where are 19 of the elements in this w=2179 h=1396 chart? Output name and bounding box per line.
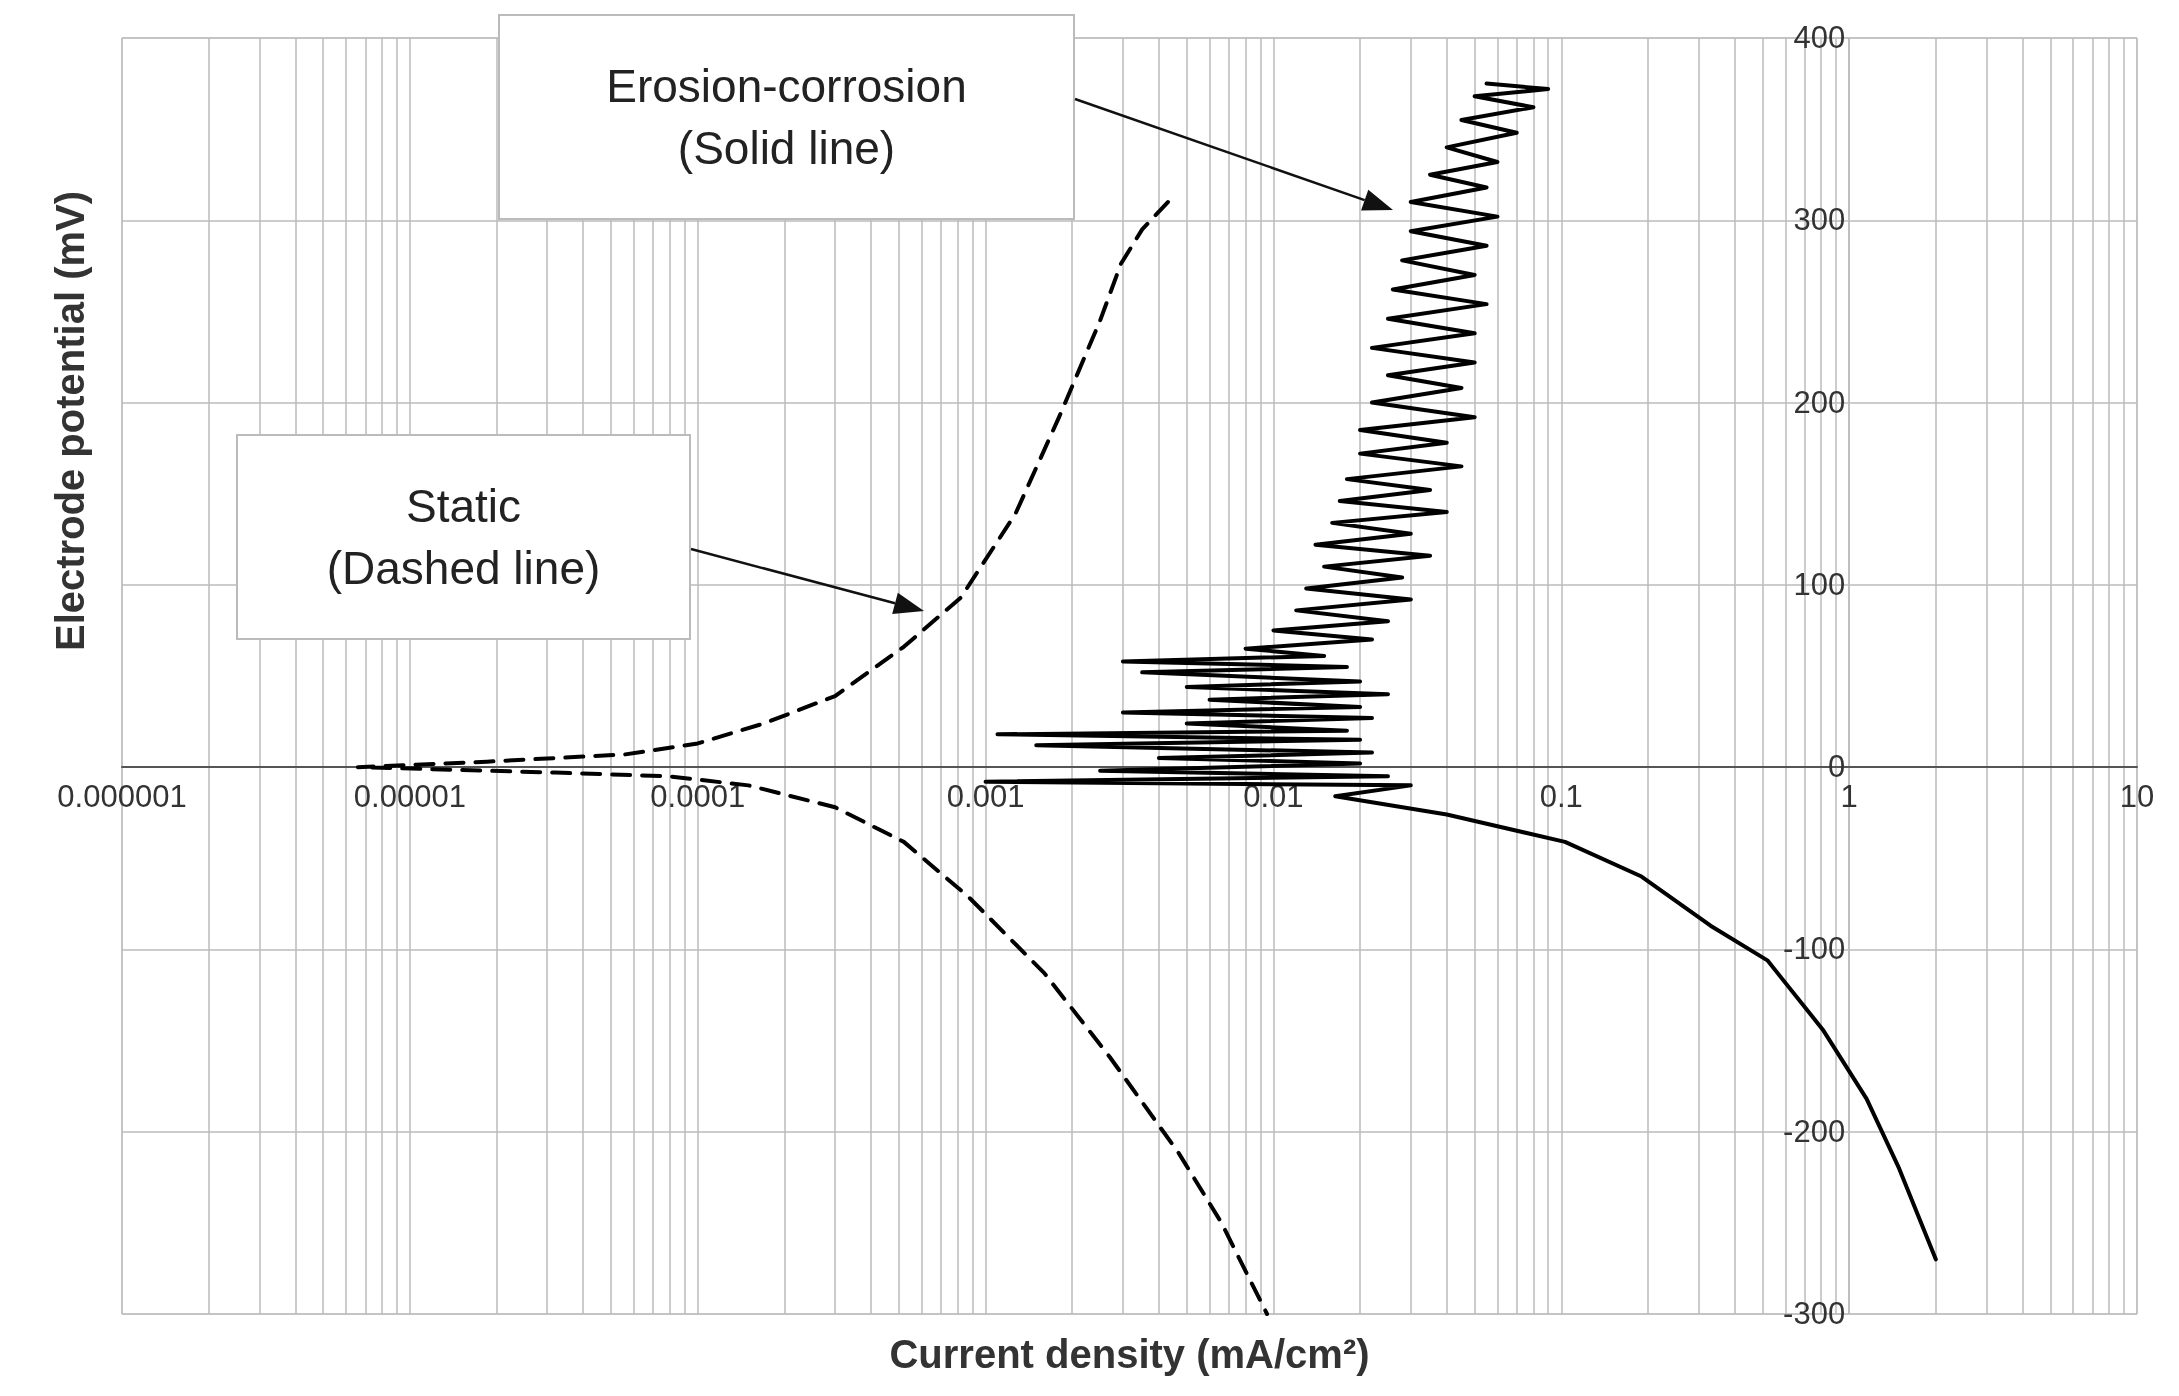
- callout-box: Erosion-corrosion (Solid line): [498, 14, 1075, 220]
- y-tick-label: -300: [1783, 1296, 1846, 1332]
- x-tick-label: 0.001: [946, 779, 1025, 815]
- y-tick-label: -200: [1783, 1113, 1846, 1150]
- y-tick-label: 100: [1793, 566, 1846, 603]
- y-tick-label: 400: [1793, 20, 1846, 56]
- callout-box: Static (Dashed line): [236, 434, 691, 640]
- x-tick-label: 0.1: [1539, 779, 1583, 815]
- y-tick-label: 200: [1793, 384, 1846, 421]
- y-axis-title: Electrode potential (mV): [47, 190, 93, 651]
- x-tick-label: 0.00001: [353, 779, 466, 815]
- y-tick-label: -100: [1783, 931, 1846, 968]
- x-tick-label: 0.000001: [57, 779, 187, 815]
- y-tick-label: 300: [1793, 202, 1846, 239]
- x-tick-label: 0.0001: [650, 779, 746, 815]
- x-tick-label: 10: [2119, 779, 2155, 815]
- x-tick-label: 1: [1840, 779, 1858, 815]
- x-tick-label: 0.01: [1243, 779, 1304, 815]
- x-axis-title: Current density (mA/cm²): [889, 1332, 1370, 1377]
